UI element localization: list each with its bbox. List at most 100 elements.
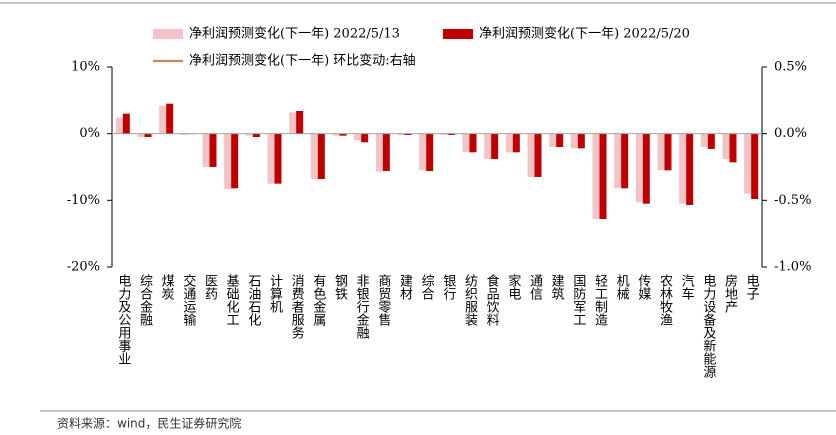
bar [577, 133, 585, 149]
legend-label: 净利润预测变化(下一年) 2022/5/20 [479, 26, 690, 42]
bar [679, 133, 687, 204]
x-tick-label: 交通运输 [180, 273, 196, 326]
x-tick-label: 消费者服务 [289, 274, 305, 339]
y-tick-label: -10% [67, 193, 100, 208]
bar [469, 133, 477, 153]
y-tick-label: 0% [79, 126, 100, 141]
x-tick-label: 农林牧渔 [657, 274, 673, 326]
bar [707, 133, 715, 149]
bar [556, 133, 564, 147]
bar [664, 133, 672, 171]
x-tick-label: 钢铁 [332, 274, 348, 300]
bar [375, 133, 383, 172]
bar [404, 133, 412, 135]
legend-swatch [443, 29, 473, 39]
bar [267, 133, 275, 184]
bar [751, 133, 759, 199]
x-tick-label: 综合 [419, 274, 435, 300]
x-tick-label: 建材 [397, 274, 413, 300]
bar [224, 133, 232, 189]
legend-swatch [153, 29, 183, 39]
bar [505, 133, 513, 153]
bar [137, 133, 145, 137]
x-tick-label: 机械 [614, 274, 630, 300]
bar [621, 133, 629, 189]
bar [144, 133, 152, 137]
x-tick-label: 商贸零售 [375, 274, 391, 326]
bar [339, 133, 347, 136]
bar [592, 133, 600, 219]
x-tick-label: 医药 [202, 274, 218, 300]
bar [527, 133, 535, 177]
bar [729, 133, 737, 163]
bar [744, 133, 752, 194]
bar [159, 105, 167, 134]
y2-tick-label: 0.0% [774, 126, 807, 141]
bar [686, 133, 694, 205]
y-tick-label: -20% [67, 260, 100, 275]
bar [426, 133, 434, 171]
bar [700, 133, 708, 147]
bar [440, 133, 448, 135]
bar [484, 133, 492, 159]
x-tick-label: 煤炭 [159, 274, 175, 301]
bar [122, 113, 130, 134]
x-tick-label: 非银行金融 [354, 274, 370, 339]
y2-tick-label: -0.5% [774, 193, 811, 208]
legend-label: 净利润预测变化(下一年) 2022/5/13 [189, 26, 400, 42]
x-tick-label: 综合金融 [137, 274, 153, 326]
x-tick-label: 计算机 [267, 274, 283, 314]
bar [332, 133, 340, 136]
bar [549, 133, 557, 147]
bar [354, 133, 362, 141]
bar [361, 133, 369, 143]
x-tick-label: 有色金属 [310, 274, 326, 327]
x-tick-label: 传媒 [635, 274, 651, 300]
x-tick-label: 汽车 [679, 274, 695, 300]
x-tick-label: 国防军工 [570, 274, 586, 326]
bar [166, 103, 174, 134]
x-tick-label: 石油石化 [245, 274, 260, 327]
x-tick-label: 轻工制造 [592, 274, 608, 327]
bar [397, 133, 405, 135]
bar [635, 133, 643, 203]
x-tick-label: 建筑 [549, 274, 565, 301]
bar [296, 111, 304, 134]
x-tick-label: 电力设备及新能源 [700, 274, 716, 378]
bar [317, 133, 325, 179]
x-tick-label: 房地产 [722, 273, 738, 314]
bar [209, 133, 217, 167]
bar [289, 112, 297, 134]
bar [570, 133, 578, 149]
bar [512, 133, 520, 153]
x-tick-label: 电子 [744, 274, 760, 300]
source: 资料来源：wind，民生证券研究院 [57, 416, 241, 431]
bar [614, 133, 622, 189]
bar [252, 133, 260, 137]
bar [310, 133, 318, 179]
y2-tick-label: -1.0% [774, 260, 811, 275]
legend-label: 净利润预测变化(下一年) 环比变动:右轴 [189, 53, 416, 69]
bar [202, 133, 210, 167]
x-tick-label: 家电 [505, 273, 521, 300]
bar [274, 133, 282, 184]
bar [462, 133, 470, 153]
bar [245, 133, 253, 136]
bar [642, 133, 650, 204]
y2-tick-label: 0.5% [774, 60, 807, 75]
bar [599, 133, 607, 219]
bar [231, 133, 239, 189]
bar [419, 133, 427, 171]
x-tick-label: 纺织服装 [462, 274, 478, 326]
x-tick-label: 基础化工 [224, 274, 240, 326]
bar [115, 117, 123, 134]
bar [534, 133, 542, 177]
x-tick-label: 银行 [440, 274, 456, 301]
bar [180, 133, 188, 135]
x-tick-label: 电力及公用事业 [115, 274, 131, 365]
x-tick-label: 食品饮料 [484, 273, 500, 326]
bar [382, 133, 390, 171]
y-tick-label: 10% [71, 60, 100, 75]
bar [657, 133, 665, 171]
